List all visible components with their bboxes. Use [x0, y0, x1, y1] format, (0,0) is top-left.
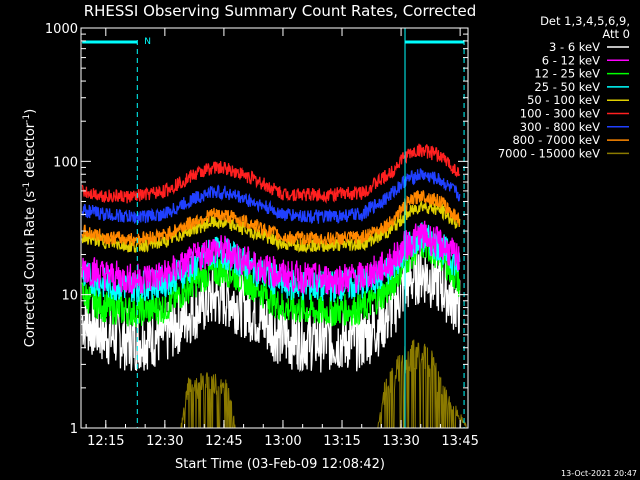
- series-line-300-800-kev: [81, 168, 461, 225]
- legend-label-3-6-kev: 3 - 6 keV: [549, 40, 600, 54]
- y-label-part2: detector: [23, 122, 38, 182]
- chart-title: RHESSI Observing Summary Count Rates, Co…: [84, 2, 477, 20]
- legend-title-line1: Det 1,3,4,5,6,9,: [540, 14, 630, 28]
- x-tick-label-6: 13:45: [441, 434, 478, 449]
- legend-label-800-7000-kev: 800 - 7000 keV: [512, 133, 600, 147]
- legend-label-6-12-kev: 6 - 12 keV: [542, 53, 600, 67]
- series-line-6-12-kev: [81, 220, 460, 297]
- legend-label-12-25-kev: 12 - 25 keV: [534, 67, 600, 81]
- timestamp: 13-Oct-2021 20:47: [561, 469, 637, 478]
- y-label-sup2: -1: [22, 114, 32, 123]
- series-50-100-kev: [81, 200, 461, 254]
- series-100-300-kev: [81, 143, 461, 204]
- legend-label-50-100-kev: 50 - 100 keV: [527, 93, 600, 107]
- y-axis-label: Corrected Count Rate (s-1 detector-1): [22, 109, 38, 347]
- series-800-7000-kev: [81, 190, 461, 247]
- series-line-100-300-kev: [81, 143, 461, 204]
- series-3-6-kev: [81, 242, 461, 373]
- series-6-12-kev: [81, 220, 460, 297]
- x-tick-label-1: 12:30: [146, 434, 183, 449]
- y-tick-label-1: 10: [61, 289, 78, 304]
- y-tick-label-2: 100: [53, 155, 78, 170]
- series-line-50-100-kev: [81, 200, 461, 254]
- y-tick-label-0: 1: [70, 422, 78, 437]
- legend-label-300-800-kev: 300 - 800 keV: [520, 120, 600, 134]
- y-tick-label-3: 1000: [45, 22, 78, 37]
- legend-label-25-50-kev: 25 - 50 keV: [534, 80, 600, 94]
- series-line-3-6-kev: [81, 242, 461, 373]
- attenuator-marker: N: [144, 37, 151, 47]
- y-label-part3: ): [23, 109, 38, 114]
- x-tick-label-4: 13:15: [323, 434, 360, 449]
- x-tick-label-2: 12:45: [205, 434, 242, 449]
- series-layer: [81, 143, 468, 429]
- legend-title-line2: Att 0: [602, 27, 630, 41]
- x-tick-label-0: 12:15: [87, 434, 124, 449]
- y-label-part1: Corrected Count Rate (s: [23, 191, 38, 348]
- series-300-800-kev: [81, 168, 461, 225]
- plot-frame: [80, 27, 469, 429]
- x-tick-label-3: 13:00: [264, 434, 301, 449]
- annotation-layer: N: [82, 28, 465, 428]
- x-axis-label: Start Time (03-Feb-09 12:08:42): [175, 457, 385, 472]
- legend-label-100-300-kev: 100 - 300 keV: [520, 107, 600, 121]
- x-tick-label-5: 13:30: [382, 434, 419, 449]
- ticks-layer: 12:15 12:30 12:45 13:00 13:15 13:30 13:45 1 10 10…: [45, 22, 479, 449]
- legend-label-7000-15000-kev: 7000 - 15000 keV: [498, 146, 600, 160]
- series-line-800-7000-kev: [81, 190, 461, 247]
- y-label-sup1: -1: [22, 182, 32, 191]
